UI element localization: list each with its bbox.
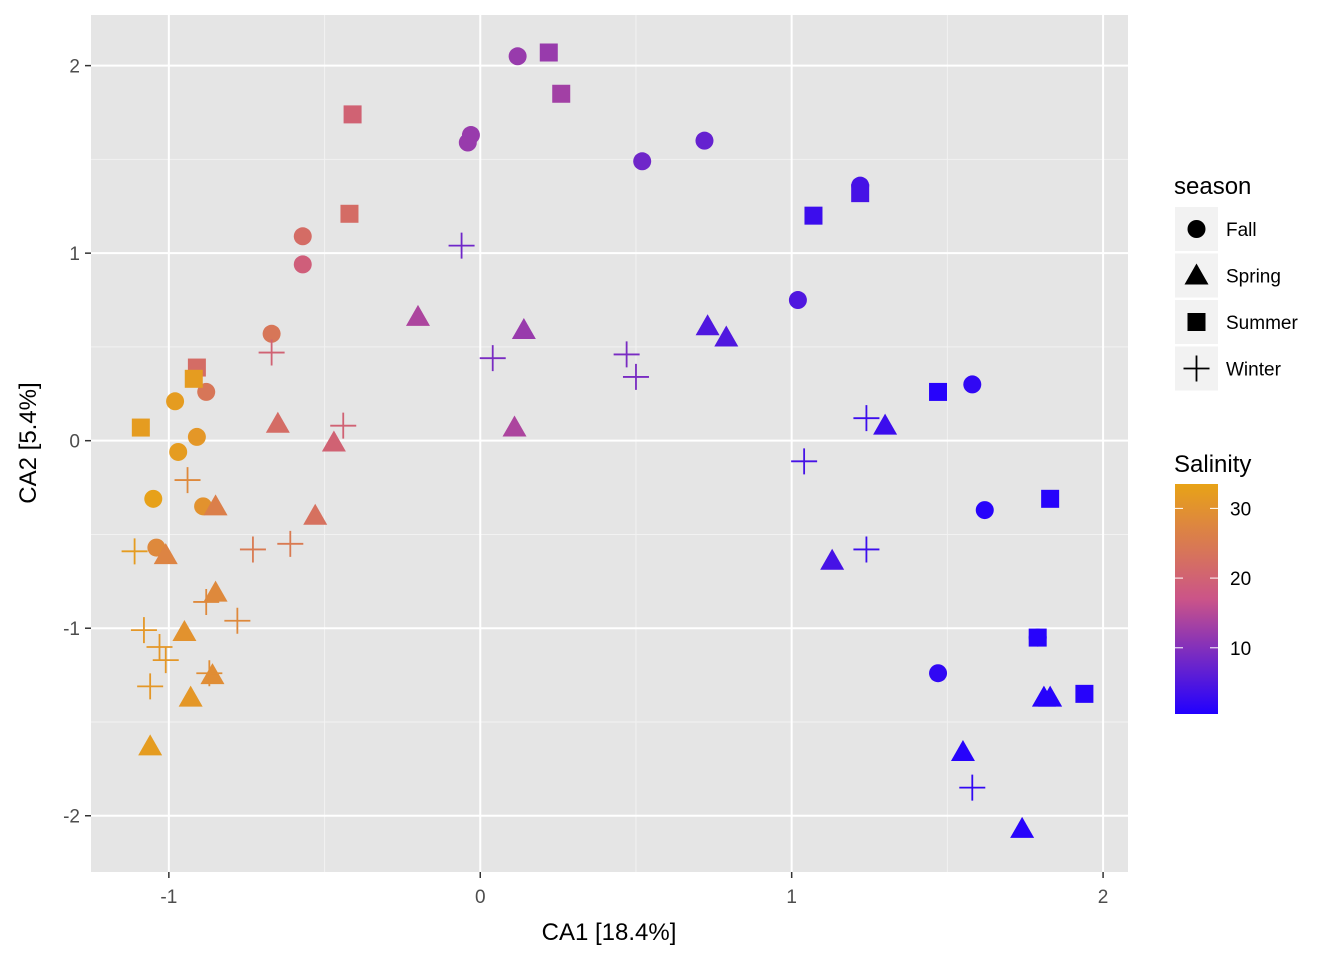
- point-winter: [613, 341, 640, 368]
- point-winter: [121, 538, 148, 565]
- point-spring: [153, 543, 178, 565]
- y-tick-label: 1: [69, 244, 80, 265]
- point-winter: [791, 448, 818, 475]
- point-spring: [138, 734, 163, 756]
- point-winter: [146, 633, 173, 660]
- point-spring: [172, 619, 197, 641]
- point-winter: [330, 412, 357, 439]
- point-winter: [853, 405, 880, 432]
- legend-label-summer: Summer: [1226, 313, 1298, 334]
- point-fall: [508, 47, 527, 66]
- point-spring: [873, 413, 898, 435]
- data-points: [121, 43, 1094, 838]
- x-tick-label: 2: [1098, 887, 1109, 908]
- grid-lines: [91, 15, 1128, 872]
- point-fall: [293, 255, 312, 274]
- point-fall: [975, 501, 994, 520]
- point-fall: [788, 291, 807, 310]
- point-winter: [174, 467, 201, 494]
- point-spring: [1010, 816, 1035, 838]
- point-winter: [196, 660, 223, 687]
- colorbar-tick-label: 10: [1230, 639, 1251, 660]
- point-winter: [448, 232, 475, 259]
- axes: -1 0 1 2 -2 -1 0 1 2: [63, 57, 1108, 908]
- point-summer: [131, 418, 150, 437]
- salinity-legend: Salinity 10 20 30: [1174, 451, 1251, 714]
- point-spring: [203, 494, 228, 516]
- plot-panel: [91, 15, 1128, 872]
- point-spring: [511, 318, 536, 340]
- legend-plus-icon: [1183, 355, 1210, 382]
- legend-triangle-icon: [1184, 263, 1209, 285]
- point-fall: [293, 227, 312, 246]
- point-spring: [203, 580, 228, 602]
- point-summer: [552, 84, 571, 103]
- point-winter: [137, 673, 164, 700]
- y-tick-label: -2: [63, 807, 80, 828]
- point-spring: [950, 739, 975, 761]
- point-spring: [265, 411, 290, 433]
- point-summer: [1041, 489, 1060, 508]
- point-winter: [258, 339, 285, 366]
- legend-square-icon: [1187, 313, 1206, 331]
- point-fall: [929, 664, 948, 683]
- point-spring: [1038, 685, 1063, 707]
- y-tick-label: 2: [69, 57, 80, 78]
- point-summer: [539, 43, 558, 62]
- point-winter: [130, 617, 157, 644]
- point-winter: [479, 345, 506, 372]
- y-tick-label: 0: [69, 432, 80, 453]
- season-legend: season Fall Spring Summer Winter: [1174, 173, 1298, 391]
- point-summer: [340, 204, 359, 223]
- point-summer: [851, 184, 870, 203]
- point-spring: [303, 503, 328, 525]
- x-tick-label: -1: [160, 887, 177, 908]
- y-tick-label: -1: [63, 619, 80, 640]
- point-fall: [963, 375, 982, 394]
- point-fall: [169, 442, 188, 461]
- colorbar-tick-label: 20: [1230, 569, 1251, 590]
- legend-label-spring: Spring: [1226, 267, 1281, 288]
- salinity-legend-title: Salinity: [1174, 451, 1251, 478]
- y-axis-title: CA2 [5.4%]: [15, 382, 42, 503]
- point-spring: [405, 304, 430, 326]
- point-spring: [695, 314, 720, 336]
- salinity-colorbar: [1175, 484, 1218, 714]
- point-winter: [239, 536, 266, 563]
- x-tick-label: 1: [786, 887, 797, 908]
- point-summer: [343, 105, 362, 124]
- point-winter: [193, 588, 220, 615]
- point-spring: [820, 548, 845, 570]
- point-fall: [633, 152, 652, 171]
- point-winter: [959, 774, 986, 801]
- point-spring: [321, 430, 346, 452]
- point-summer: [1075, 684, 1094, 703]
- point-fall: [187, 427, 206, 446]
- point-fall: [144, 489, 163, 508]
- legend-label-fall: Fall: [1226, 220, 1257, 241]
- point-summer: [184, 369, 203, 388]
- legend-label-winter: Winter: [1226, 360, 1282, 381]
- legend-circle-icon: [1187, 220, 1206, 238]
- point-summer: [929, 382, 948, 401]
- point-winter: [853, 536, 880, 563]
- point-fall: [262, 324, 281, 343]
- point-winter: [622, 363, 649, 390]
- point-summer: [804, 206, 823, 225]
- colorbar-tick-label: 30: [1230, 499, 1251, 520]
- point-spring: [502, 415, 527, 437]
- point-winter: [224, 607, 251, 634]
- x-tick-label: 0: [475, 887, 486, 908]
- point-summer: [1028, 628, 1047, 647]
- point-winter: [152, 647, 179, 674]
- point-fall: [166, 392, 185, 411]
- point-winter: [277, 530, 304, 557]
- x-axis-title: CA1 [18.4%]: [542, 919, 677, 946]
- point-spring: [714, 325, 739, 347]
- point-fall: [695, 131, 714, 150]
- point-spring: [178, 685, 203, 707]
- point-fall: [461, 126, 480, 145]
- season-legend-title: season: [1174, 173, 1251, 200]
